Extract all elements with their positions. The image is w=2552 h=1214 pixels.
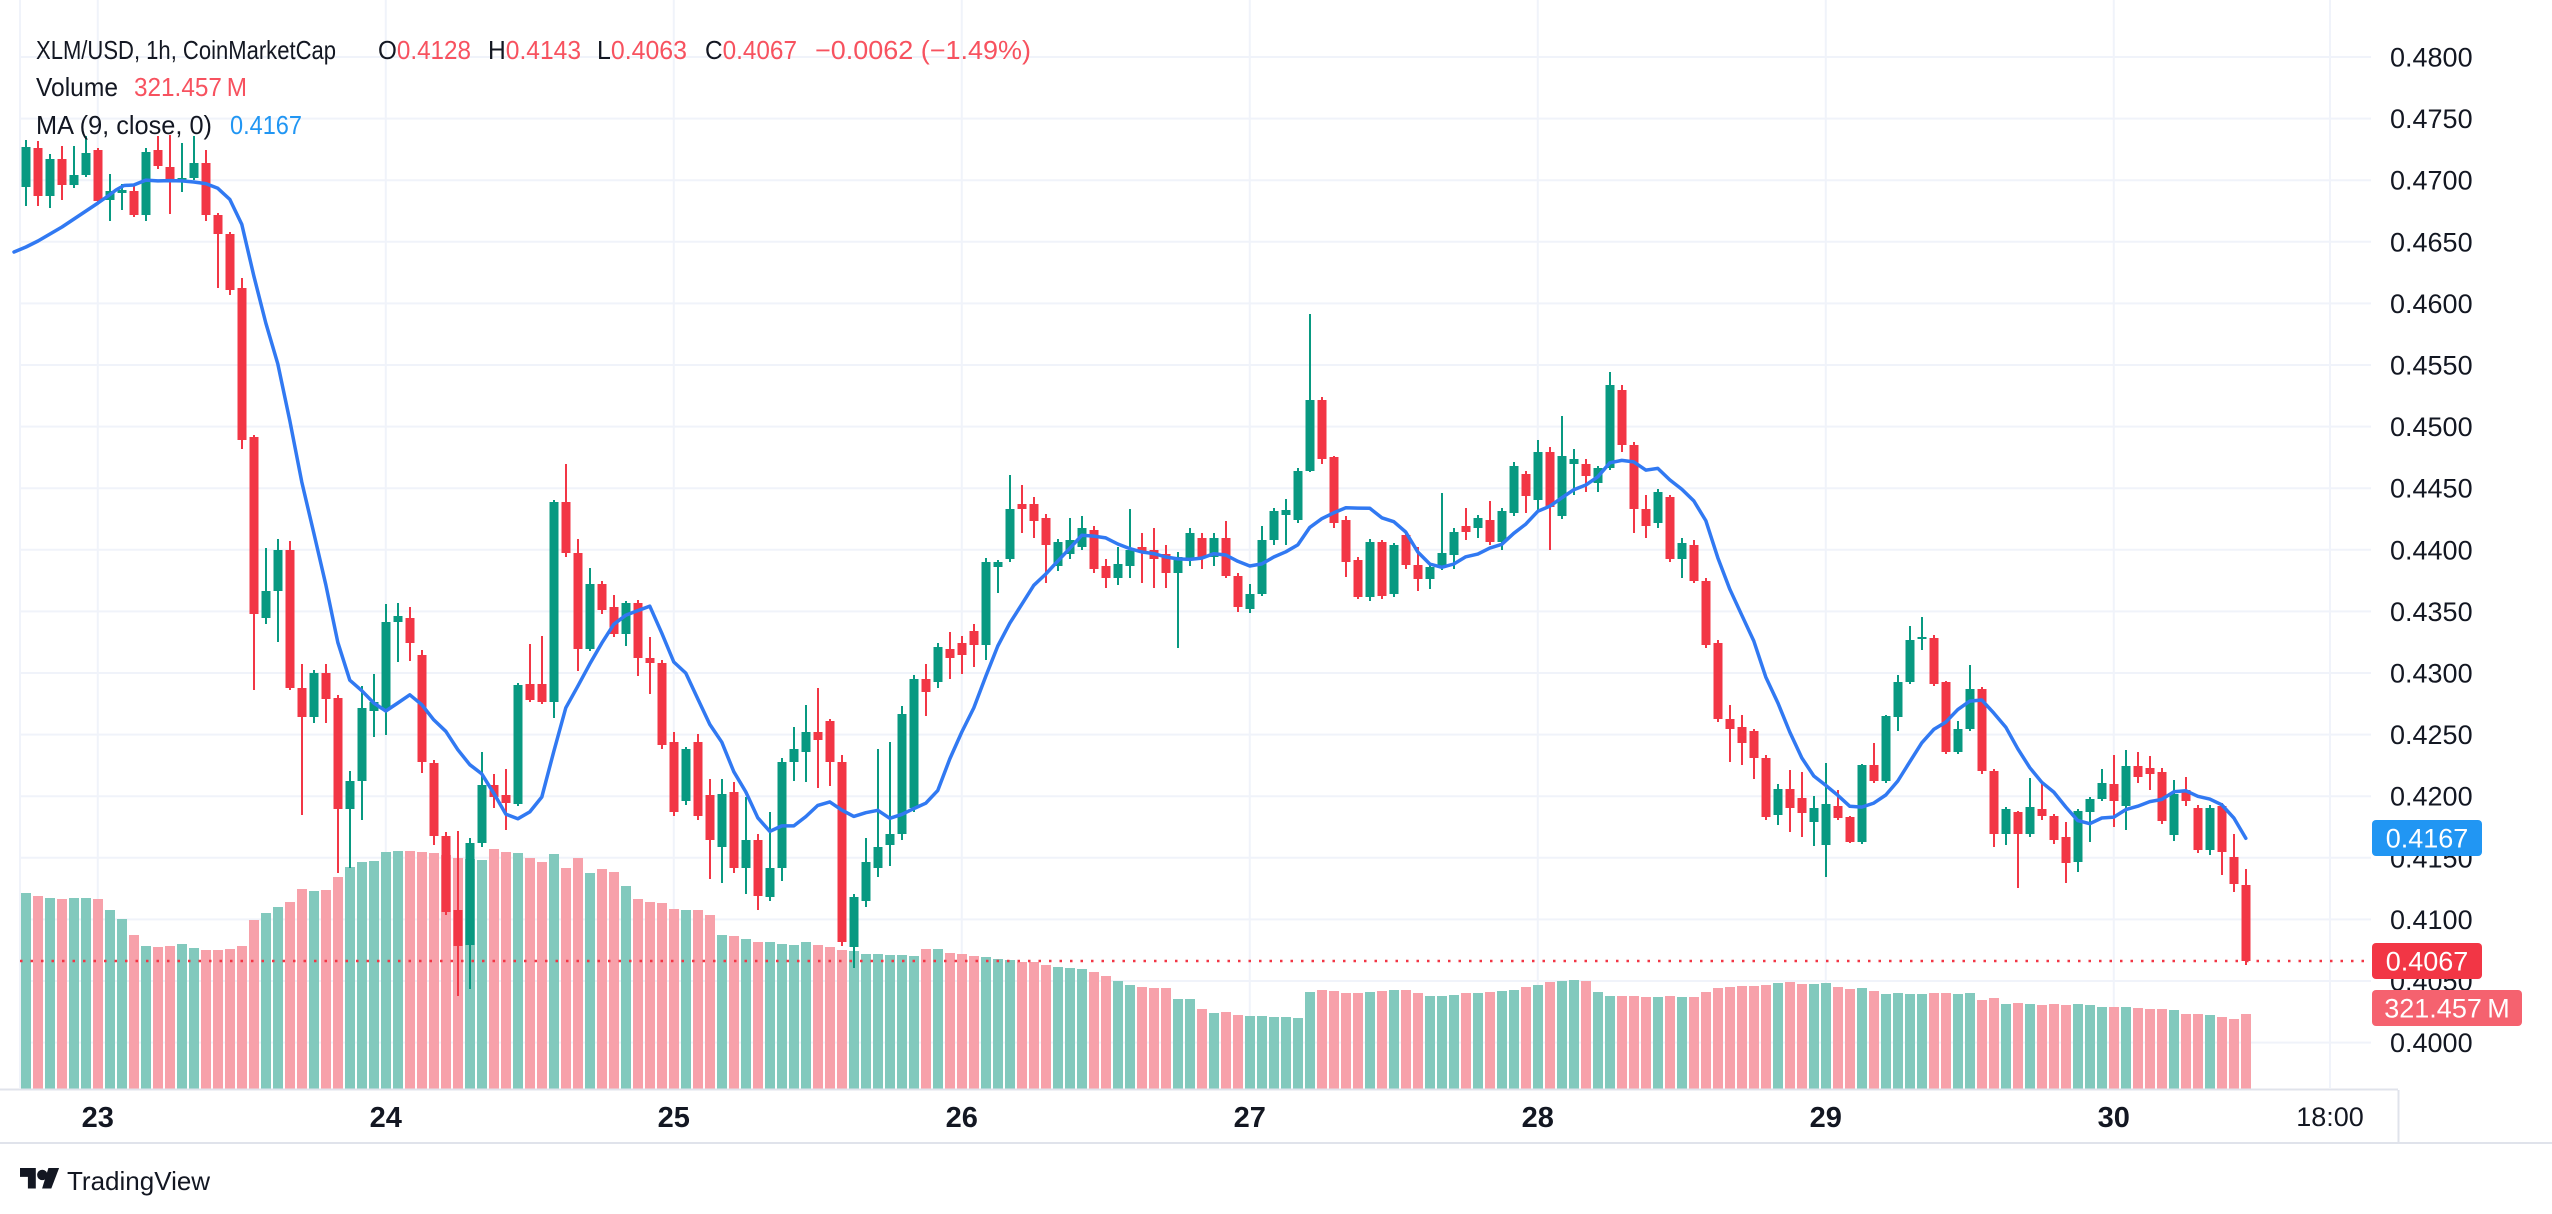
svg-text:321.457 M: 321.457 M xyxy=(2384,994,2510,1024)
svg-text:0.4700: 0.4700 xyxy=(2390,166,2473,196)
svg-text:0.4300: 0.4300 xyxy=(2390,659,2473,689)
svg-text:0.4350: 0.4350 xyxy=(2390,597,2473,627)
svg-text:0.4200: 0.4200 xyxy=(2390,782,2473,812)
svg-text:H0.4143: H0.4143 xyxy=(488,35,581,65)
svg-text:MA (9, close, 0): MA (9, close, 0) xyxy=(36,110,212,140)
svg-text:0.4800: 0.4800 xyxy=(2390,43,2473,73)
svg-text:27: 27 xyxy=(1234,1102,1266,1134)
svg-text:0.4750: 0.4750 xyxy=(2390,104,2473,134)
svg-text:XLM/USD, 1h, CoinMarketCap: XLM/USD, 1h, CoinMarketCap xyxy=(36,35,336,65)
svg-text:0.4100: 0.4100 xyxy=(2390,905,2473,935)
svg-text:Volume: Volume xyxy=(36,72,118,102)
svg-text:30: 30 xyxy=(2098,1102,2130,1134)
svg-text:25: 25 xyxy=(658,1102,690,1134)
svg-text:18:00: 18:00 xyxy=(2296,1102,2364,1132)
svg-text:0.4167: 0.4167 xyxy=(230,110,302,140)
svg-text:L0.4063: L0.4063 xyxy=(597,35,687,65)
svg-text:24: 24 xyxy=(370,1102,402,1134)
svg-text:0.4400: 0.4400 xyxy=(2390,535,2473,565)
svg-text:23: 23 xyxy=(82,1102,114,1134)
svg-text:0.4250: 0.4250 xyxy=(2390,720,2473,750)
svg-text:C0.4067: C0.4067 xyxy=(705,35,797,65)
svg-text:26: 26 xyxy=(946,1102,978,1134)
svg-text:321.457 M: 321.457 M xyxy=(134,72,247,102)
svg-text:0.4450: 0.4450 xyxy=(2390,474,2473,504)
svg-text:TradingView: TradingView xyxy=(67,1166,210,1196)
svg-text:28: 28 xyxy=(1522,1102,1554,1134)
svg-text:0.4650: 0.4650 xyxy=(2390,227,2473,257)
svg-text:29: 29 xyxy=(1810,1102,1842,1134)
svg-text:0.4167: 0.4167 xyxy=(2386,824,2469,854)
svg-text:0.4500: 0.4500 xyxy=(2390,412,2473,442)
svg-text:0.4550: 0.4550 xyxy=(2390,351,2473,381)
svg-text:0.4000: 0.4000 xyxy=(2390,1028,2473,1058)
svg-text:O0.4128: O0.4128 xyxy=(378,35,471,65)
svg-text:0.4600: 0.4600 xyxy=(2390,289,2473,319)
svg-text:−0.0062 (−1.49%): −0.0062 (−1.49%) xyxy=(815,35,1031,65)
svg-text:0.4067: 0.4067 xyxy=(2386,947,2469,977)
